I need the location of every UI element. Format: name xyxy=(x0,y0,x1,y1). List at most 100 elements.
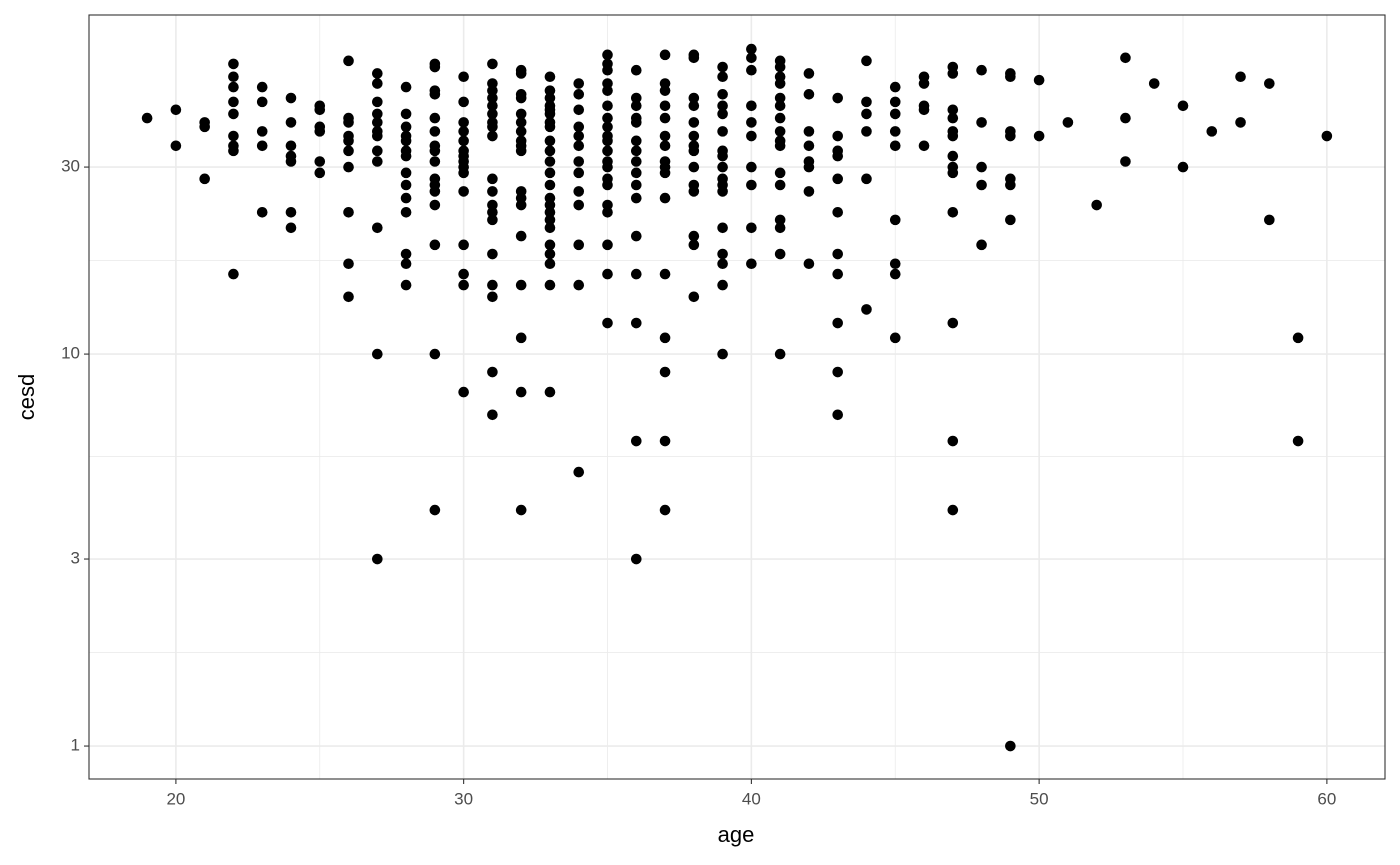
point xyxy=(803,140,815,152)
point xyxy=(688,161,700,173)
point xyxy=(343,291,354,303)
point xyxy=(400,121,412,133)
point xyxy=(976,239,987,251)
point xyxy=(429,61,441,73)
point xyxy=(487,186,498,197)
point xyxy=(1005,214,1016,226)
point xyxy=(630,435,642,447)
point xyxy=(544,135,556,147)
point xyxy=(515,279,527,291)
point xyxy=(458,135,469,147)
point xyxy=(861,96,872,108)
point xyxy=(659,192,671,204)
point xyxy=(602,135,613,147)
point xyxy=(947,435,959,447)
point xyxy=(602,121,613,133)
point xyxy=(400,248,412,260)
point xyxy=(630,167,642,179)
point xyxy=(976,179,987,191)
point xyxy=(659,112,671,124)
point xyxy=(487,366,498,378)
point xyxy=(544,121,556,133)
point xyxy=(573,89,585,100)
point xyxy=(774,179,786,191)
point xyxy=(717,89,728,100)
point xyxy=(372,130,383,142)
point xyxy=(573,130,585,142)
point xyxy=(746,130,757,142)
point xyxy=(688,186,700,197)
point xyxy=(1264,78,1275,89)
point xyxy=(602,85,613,96)
point xyxy=(458,186,469,197)
point xyxy=(515,386,527,398)
point xyxy=(889,332,901,344)
point xyxy=(400,167,412,179)
point xyxy=(659,366,671,378)
point xyxy=(688,92,700,104)
point xyxy=(372,68,383,79)
point xyxy=(832,173,844,185)
point xyxy=(544,207,556,218)
point xyxy=(630,179,642,191)
point xyxy=(458,268,469,280)
point xyxy=(285,140,297,152)
point xyxy=(602,317,613,329)
point xyxy=(774,78,786,89)
point xyxy=(544,156,556,167)
panel-border xyxy=(88,14,1386,780)
point xyxy=(746,179,757,191)
point xyxy=(487,58,498,70)
point xyxy=(630,117,642,128)
point xyxy=(228,268,239,280)
point xyxy=(630,64,642,76)
point xyxy=(544,85,556,96)
point xyxy=(256,140,268,152)
point xyxy=(343,55,354,67)
point xyxy=(515,117,527,128)
point xyxy=(487,100,498,112)
point xyxy=(429,504,441,516)
point xyxy=(515,108,527,120)
point xyxy=(659,85,671,96)
point xyxy=(947,112,959,124)
point xyxy=(976,64,987,76)
point xyxy=(170,104,182,116)
x-tick-label: 20 xyxy=(166,789,185,808)
point xyxy=(832,317,844,329)
point xyxy=(659,268,671,280)
point xyxy=(400,207,412,218)
point xyxy=(717,150,728,162)
point xyxy=(487,92,498,104)
axes: 20 30 40 50 60 1 3 10 30 xyxy=(61,157,1336,809)
point xyxy=(947,68,959,79)
point xyxy=(688,291,700,303)
point xyxy=(458,279,469,291)
point xyxy=(573,199,585,211)
point xyxy=(372,78,383,89)
point xyxy=(746,161,757,173)
point xyxy=(1120,112,1131,124)
point xyxy=(1177,100,1189,112)
point xyxy=(803,89,815,100)
point xyxy=(544,239,556,251)
point xyxy=(314,156,326,167)
point xyxy=(458,126,469,137)
point xyxy=(803,126,815,137)
point xyxy=(343,117,354,128)
point xyxy=(573,156,585,167)
point xyxy=(1005,179,1016,191)
point xyxy=(774,222,786,234)
point xyxy=(458,239,469,251)
point xyxy=(400,279,412,291)
point xyxy=(400,135,412,147)
point xyxy=(918,104,930,116)
point xyxy=(746,258,757,270)
point xyxy=(1091,199,1102,211)
point xyxy=(228,58,239,70)
point xyxy=(487,248,498,260)
point xyxy=(746,52,757,64)
point xyxy=(861,108,872,120)
point xyxy=(774,214,786,226)
point xyxy=(1033,130,1045,142)
